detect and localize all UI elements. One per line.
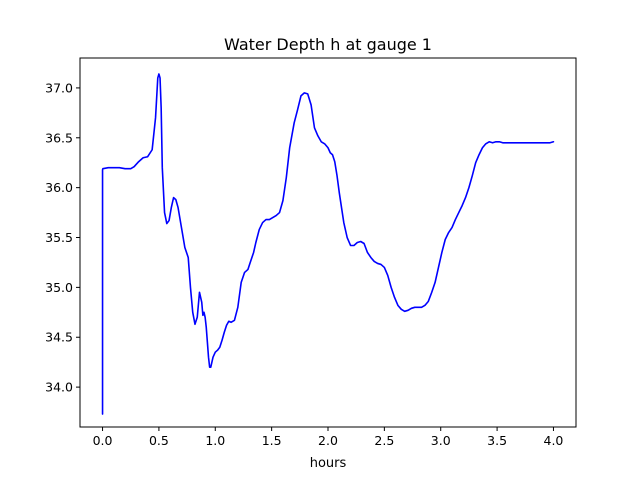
x-tick-label: 0.0 xyxy=(93,433,113,448)
y-tick-label: 37.0 xyxy=(45,80,73,95)
x-tick-label: 4.0 xyxy=(544,433,564,448)
x-tick-label: 3.0 xyxy=(431,433,451,448)
x-tick-label: 2.0 xyxy=(318,433,338,448)
x-tick-label: 2.5 xyxy=(374,433,394,448)
y-tick-label: 36.5 xyxy=(45,130,73,145)
x-tick-label: 0.5 xyxy=(149,433,169,448)
y-tick-label: 35.5 xyxy=(45,230,73,245)
plot-area: 0.0 0.5 1.0 1.5 2.0 2.5 3.0 3.5 4.0 34.0 34.5 35.0 3… xyxy=(45,57,577,448)
x-tick-label: 1.0 xyxy=(205,433,225,448)
x-tick-label: 1.5 xyxy=(262,433,282,448)
y-tick-label: 34.0 xyxy=(45,380,73,395)
x-tick-label: 3.5 xyxy=(487,433,507,448)
y-tick-label: 35.0 xyxy=(45,280,73,295)
data-series-line xyxy=(101,73,555,415)
x-axis-label: hours xyxy=(310,456,347,471)
y-tick-label: 36.0 xyxy=(45,180,73,195)
chart-title: Water Depth h at gauge 1 xyxy=(224,35,432,54)
y-tick-label: 34.5 xyxy=(45,330,73,345)
